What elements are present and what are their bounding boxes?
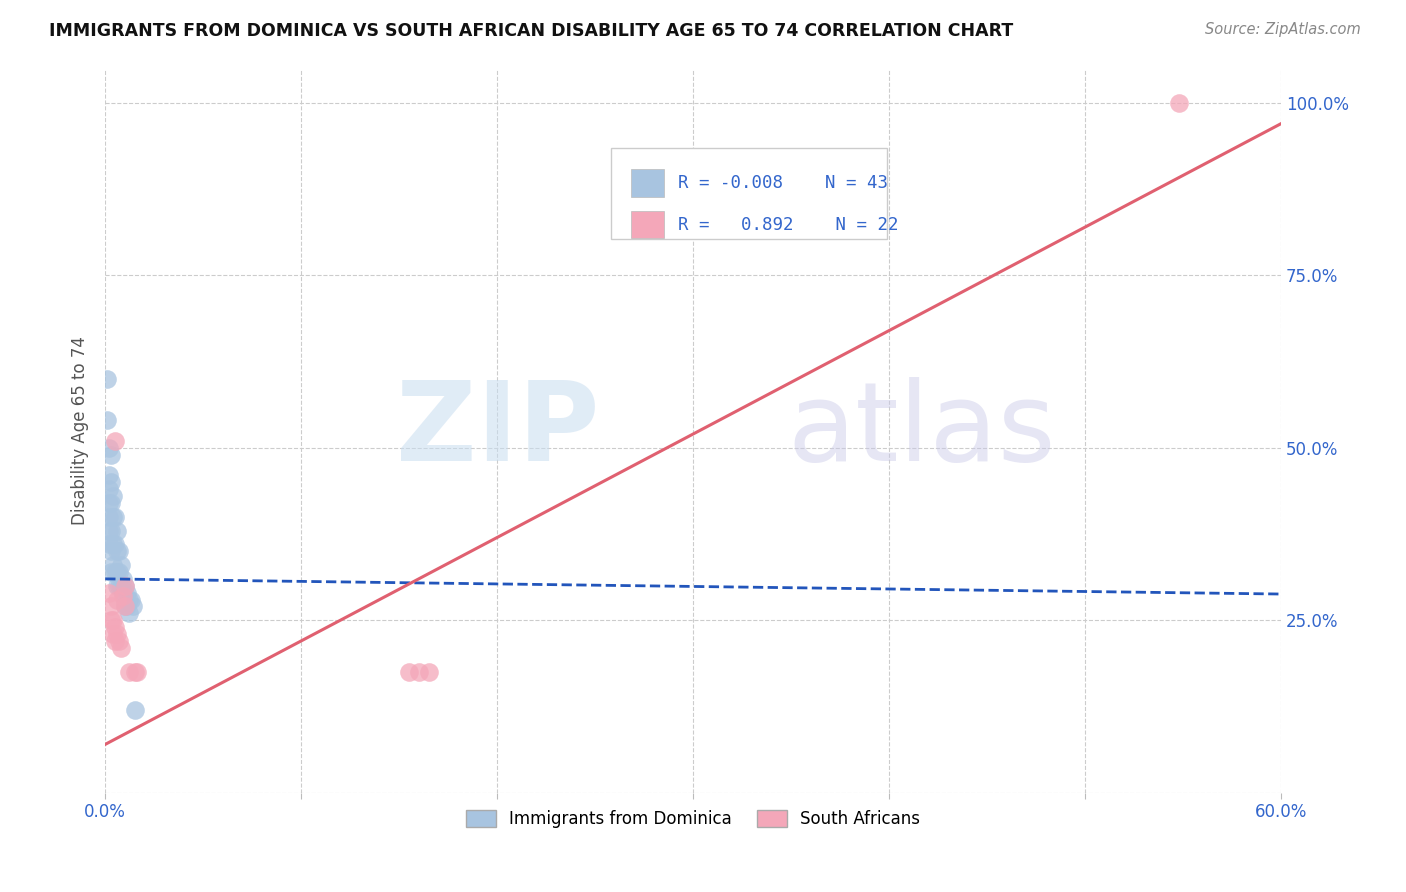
Point xyxy=(100,448,122,462)
Point xyxy=(105,627,128,641)
Point xyxy=(121,599,143,614)
Point xyxy=(105,592,128,607)
Point xyxy=(114,579,136,593)
Point xyxy=(120,592,142,607)
Point xyxy=(101,537,124,551)
Point xyxy=(114,592,136,607)
Point xyxy=(101,489,124,503)
Point xyxy=(108,544,131,558)
FancyBboxPatch shape xyxy=(610,148,887,239)
Point xyxy=(125,665,148,679)
Point xyxy=(101,558,124,572)
Point xyxy=(114,599,136,614)
Point xyxy=(110,640,132,655)
Point xyxy=(104,620,127,634)
Text: R =   0.892    N = 22: R = 0.892 N = 22 xyxy=(678,216,898,234)
Point xyxy=(98,482,121,496)
Point xyxy=(100,524,122,538)
Point xyxy=(100,496,122,510)
Point xyxy=(115,585,138,599)
Point xyxy=(418,665,440,679)
Point xyxy=(111,589,134,603)
Point xyxy=(115,599,138,614)
Point xyxy=(104,509,127,524)
Point xyxy=(98,441,121,455)
Text: Source: ZipAtlas.com: Source: ZipAtlas.com xyxy=(1205,22,1361,37)
Point xyxy=(111,572,134,586)
Point xyxy=(398,665,420,679)
Point xyxy=(408,665,430,679)
Point xyxy=(101,627,124,641)
Point xyxy=(118,592,141,607)
Point xyxy=(104,565,127,579)
Point xyxy=(98,468,121,483)
Point xyxy=(105,544,128,558)
Point xyxy=(98,524,121,538)
Point xyxy=(118,665,141,679)
Point xyxy=(118,607,141,621)
Point xyxy=(111,585,134,599)
Text: R = -0.008    N = 43: R = -0.008 N = 43 xyxy=(678,174,887,192)
Point xyxy=(100,565,122,579)
Point xyxy=(110,579,132,593)
Point xyxy=(98,537,121,551)
Legend: Immigrants from Dominica, South Africans: Immigrants from Dominica, South Africans xyxy=(460,804,927,835)
Point xyxy=(101,509,124,524)
Point xyxy=(124,665,146,679)
Y-axis label: Disability Age 65 to 74: Disability Age 65 to 74 xyxy=(72,336,89,525)
Point xyxy=(96,413,118,427)
Point xyxy=(104,634,127,648)
Point xyxy=(104,537,127,551)
Point xyxy=(108,579,131,593)
Point xyxy=(114,579,136,593)
Point xyxy=(104,434,127,448)
Point xyxy=(100,544,122,558)
Point xyxy=(105,524,128,538)
Point xyxy=(105,565,128,579)
Point xyxy=(108,565,131,579)
Point xyxy=(105,579,128,593)
Point xyxy=(101,613,124,627)
Point xyxy=(108,634,131,648)
Text: IMMIGRANTS FROM DOMINICA VS SOUTH AFRICAN DISABILITY AGE 65 TO 74 CORRELATION CH: IMMIGRANTS FROM DOMINICA VS SOUTH AFRICA… xyxy=(49,22,1014,40)
Text: ZIP: ZIP xyxy=(395,377,599,484)
Point xyxy=(114,599,136,614)
Point xyxy=(110,558,132,572)
Point xyxy=(100,599,122,614)
Text: atlas: atlas xyxy=(787,377,1056,484)
FancyBboxPatch shape xyxy=(631,211,664,238)
FancyBboxPatch shape xyxy=(631,169,664,197)
Point xyxy=(98,509,121,524)
Point xyxy=(98,585,121,599)
Point xyxy=(96,372,118,386)
Point xyxy=(98,496,121,510)
Point xyxy=(100,475,122,490)
Point xyxy=(124,703,146,717)
Point xyxy=(100,613,122,627)
Point xyxy=(1168,95,1191,110)
